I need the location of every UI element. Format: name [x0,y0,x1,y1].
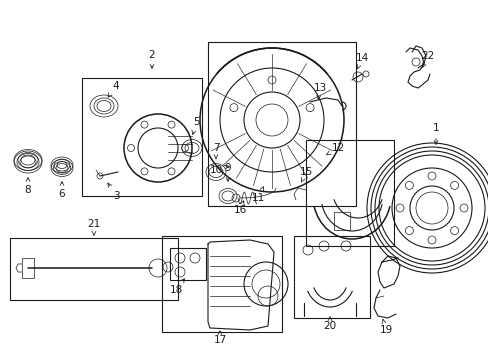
Text: 15: 15 [299,167,312,182]
Bar [293,236,369,318]
Text: 5: 5 [192,117,199,135]
Text: 3: 3 [108,183,119,201]
Bar [305,140,393,246]
Text: 21: 21 [87,219,101,235]
Text: 2: 2 [148,50,155,68]
Bar [10,238,178,300]
Bar [170,248,205,280]
Text: 10: 10 [209,165,228,175]
Text: 19: 19 [379,319,392,335]
Text: 17: 17 [213,331,226,345]
Text: 9: 9 [224,163,231,181]
Text: 20: 20 [323,317,336,331]
Text: 13: 13 [313,83,326,99]
Text: 1: 1 [432,123,438,144]
Text: 6: 6 [59,182,65,199]
Bar [333,212,349,230]
Text: 4: 4 [108,81,119,97]
Text: 16: 16 [233,201,246,215]
Bar [22,258,34,278]
Text: 11: 11 [251,187,264,203]
Text: 7: 7 [212,143,219,159]
Text: 22: 22 [421,51,434,67]
Text: 8: 8 [24,177,31,195]
Text: 14: 14 [355,53,368,69]
Text: 12: 12 [325,143,344,155]
Text: 18: 18 [169,279,184,295]
Bar [162,236,282,332]
Bar [207,42,355,206]
Bar [82,78,202,196]
